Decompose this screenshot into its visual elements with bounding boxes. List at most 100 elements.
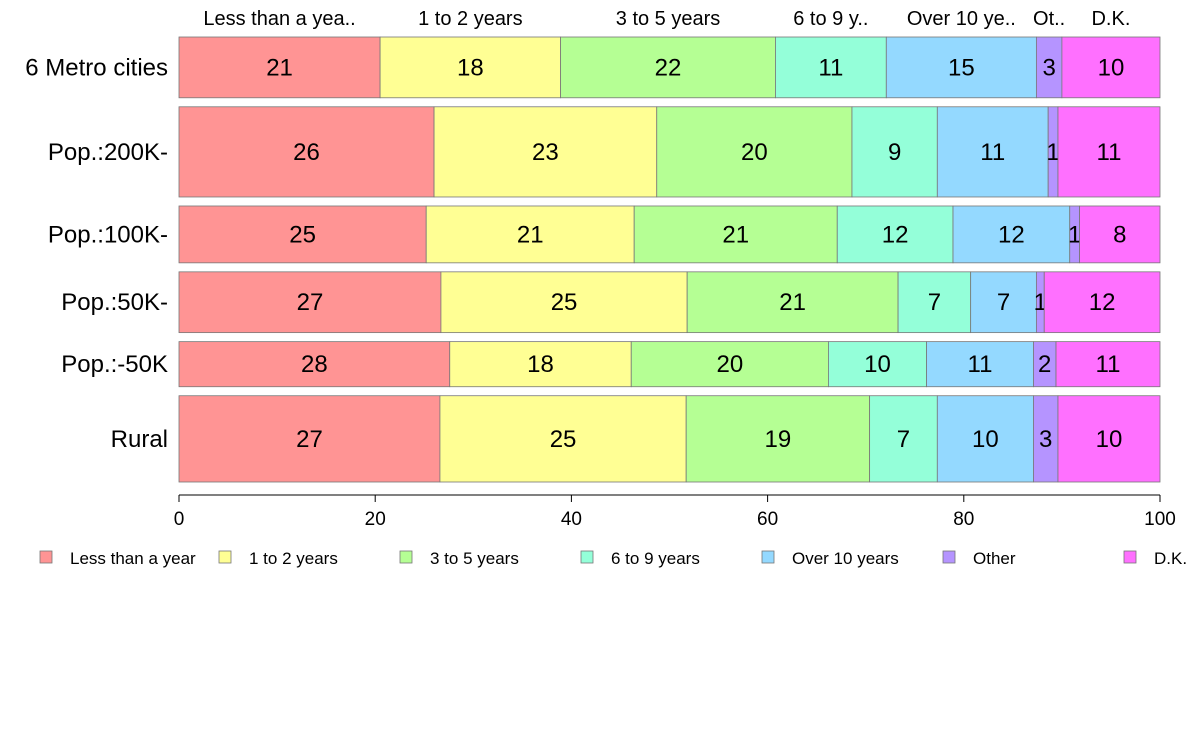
legend-swatch-over-10-years — [761, 550, 775, 564]
bar-pop-200k-d-k — [1057, 106, 1161, 198]
bar-pop-200k-over-10-years — [936, 106, 1049, 198]
bar-pop-50k-1-to-2-years — [440, 271, 688, 334]
row-label-pop-50k: Pop.:50K- — [61, 289, 168, 316]
data-label-pop-100k-over-10-years: 12 — [998, 221, 1025, 248]
top-label-over-10-years: Over 10 ye.. — [907, 8, 1016, 30]
x-tick-label-0: 0 — [174, 509, 185, 530]
bar-pop-100k-3-to-5-years — [633, 205, 838, 264]
data-label-6-metro-cities-6-to-9-years: 11 — [818, 54, 843, 81]
top-label-3-to-5-years: 3 to 5 years — [616, 8, 721, 30]
legend: Less than a year 1 to 2 years 3 to 5 years… — [39, 549, 1187, 568]
bar-rural-less-than-a-year — [178, 395, 441, 483]
legend-label-3-to-5-years: 3 to 5 years — [430, 549, 519, 568]
legend-swatch-1-to-2-years — [218, 550, 232, 564]
data-label-pop-200k-less-than-a-year: 26 — [293, 139, 320, 166]
top-label-less-than-a-year: Less than a yea.. — [203, 8, 355, 30]
legend-label-d-k: D.K. — [1154, 549, 1187, 568]
data-label-6-metro-cities-less-than-a-year: 21 — [266, 54, 293, 81]
x-tick-label-40: 40 — [561, 509, 582, 530]
bar-pop-50k-less-than-a-year — [178, 341, 451, 388]
data-label-pop-100k-6-to-9-years: 12 — [882, 221, 909, 248]
top-label-6-to-9-years: 6 to 9 y.. — [793, 8, 868, 30]
data-label-rural-other: 3 — [1039, 426, 1052, 453]
bar-rural-other — [1033, 395, 1059, 483]
legend-label-over-10-years: Over 10 years — [792, 549, 899, 568]
legend-label-6-to-9-years: 6 to 9 years — [611, 549, 700, 568]
legend-label-less-than-a-year: Less than a year — [70, 549, 196, 568]
legend-swatch-other — [942, 550, 956, 564]
legend-label-other: Other — [973, 549, 1016, 568]
bar-rural-d-k — [1057, 395, 1161, 483]
bar-6-metro-cities-1-to-2-years — [379, 36, 562, 99]
bar-6-metro-cities-over-10-years — [885, 36, 1037, 99]
data-label-pop-100k-d-k: 8 — [1113, 221, 1126, 248]
bar-pop-50k-less-than-a-year — [178, 271, 442, 334]
data-label-pop-50k-6-to-9-years: 10 — [864, 351, 891, 378]
bar-pop-50k-6-to-9-years — [897, 271, 972, 334]
data-label-pop-200k-1-to-2-years: 23 — [532, 139, 559, 166]
data-label-pop-50k-d-k: 12 — [1089, 289, 1116, 316]
row-label-rural: Rural — [111, 426, 168, 453]
bar-pop-100k-1-to-2-years — [425, 205, 635, 264]
data-label-rural-less-than-a-year: 27 — [296, 426, 323, 453]
bar-pop-100k-over-10-years — [952, 205, 1071, 264]
x-tick-label-20: 20 — [365, 509, 386, 530]
bar-pop-50k-3-to-5-years — [686, 271, 899, 334]
data-label-pop-200k-3-to-5-years: 20 — [741, 139, 768, 166]
bar-rural-over-10-years — [936, 395, 1034, 483]
data-label-pop-50k-over-10-years: 7 — [997, 289, 1010, 316]
top-label-1-to-2-years: 1 to 2 years — [418, 8, 523, 30]
bar-6-metro-cities-less-than-a-year — [178, 36, 381, 99]
data-label-pop-100k-1-to-2-years: 21 — [517, 221, 544, 248]
bar-pop-50k-6-to-9-years — [828, 341, 927, 388]
top-label-other: Ot.. — [1033, 8, 1065, 30]
bar-pop-50k-over-10-years — [970, 271, 1037, 334]
bar-6-metro-cities-3-to-5-years — [560, 36, 776, 99]
data-label-pop-50k-1-to-2-years: 18 — [527, 351, 554, 378]
data-label-6-metro-cities-d-k: 10 — [1098, 54, 1125, 81]
bar-rural-3-to-5-years — [685, 395, 871, 483]
bar-6-metro-cities-6-to-9-years — [775, 36, 887, 99]
bar-6-metro-cities-other — [1035, 36, 1063, 99]
data-label-6-metro-cities-other: 3 — [1042, 54, 1055, 81]
data-label-pop-50k-6-to-9-years: 7 — [928, 289, 941, 316]
data-label-pop-50k-d-k: 11 — [1096, 351, 1121, 378]
bar-pop-100k-6-to-9-years — [836, 205, 954, 264]
data-label-rural-over-10-years: 10 — [972, 426, 999, 453]
data-label-pop-50k-3-to-5-years: 20 — [716, 351, 743, 378]
data-label-6-metro-cities-3-to-5-years: 22 — [655, 54, 682, 81]
data-label-pop-50k-less-than-a-year: 27 — [297, 289, 324, 316]
data-label-pop-100k-less-than-a-year: 25 — [289, 221, 316, 248]
data-label-pop-200k-over-10-years: 11 — [980, 139, 1005, 166]
data-label-6-metro-cities-over-10-years: 15 — [948, 54, 975, 81]
data-label-pop-50k-other: 2 — [1038, 351, 1051, 378]
data-label-pop-200k-6-to-9-years: 9 — [888, 139, 901, 166]
bar-pop-50k-d-k — [1043, 271, 1161, 334]
data-label-pop-50k-3-to-5-years: 21 — [779, 289, 806, 316]
data-label-pop-50k-other: 1 — [1034, 289, 1047, 316]
data-label-pop-50k-over-10-years: 11 — [968, 351, 993, 378]
data-label-rural-1-to-2-years: 25 — [550, 426, 577, 453]
row-label-pop-50k: Pop.:-50K — [61, 351, 168, 378]
data-label-pop-200k-other: 1 — [1046, 139, 1059, 166]
legend-label-1-to-2-years: 1 to 2 years — [249, 549, 338, 568]
top-category-labels: Less than a yea.. 1 to 2 years 3 to 5 year… — [203, 8, 1130, 30]
data-label-pop-50k-1-to-2-years: 25 — [551, 289, 578, 316]
row-label-pop-200k: Pop.:200K- — [48, 139, 168, 166]
data-label-pop-200k-d-k: 11 — [1097, 139, 1122, 166]
data-label-rural-6-to-9-years: 7 — [897, 426, 910, 453]
x-tick-label-60: 60 — [757, 509, 778, 530]
bar-pop-100k-d-k — [1079, 205, 1161, 264]
row-label-6-metro-cities: 6 Metro cities — [25, 54, 168, 81]
x-tick-label-100: 100 — [1144, 509, 1176, 530]
bar-6-metro-cities-d-k — [1061, 36, 1161, 99]
bar-pop-200k-1-to-2-years — [433, 106, 658, 198]
row-labels: 6 Metro cities Pop.:200K- Pop.:100K- Pop.:5… — [25, 54, 168, 452]
bar-pop-50k-1-to-2-years — [449, 341, 632, 388]
data-label-pop-50k-less-than-a-year: 28 — [301, 351, 328, 378]
bar-rural-6-to-9-years — [869, 395, 938, 483]
row-label-pop-100k: Pop.:100K- — [48, 221, 168, 248]
data-label-6-metro-cities-1-to-2-years: 18 — [457, 54, 484, 81]
bar-pop-100k-less-than-a-year — [178, 205, 427, 264]
